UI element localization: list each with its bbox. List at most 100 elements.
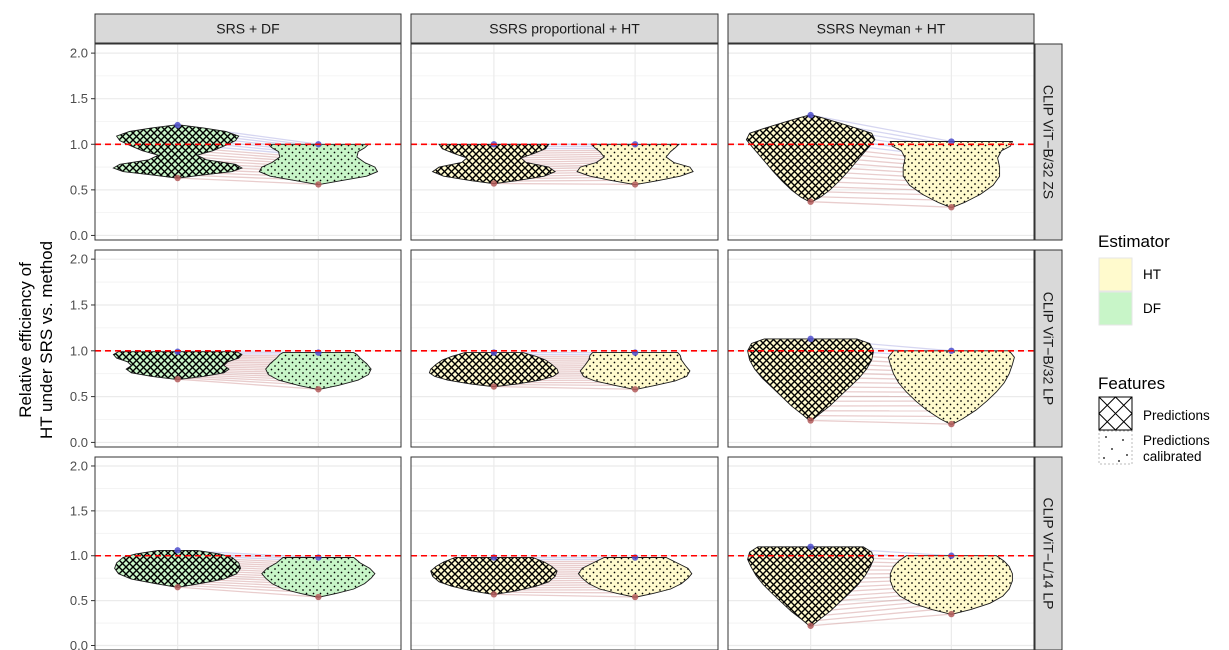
endpoint-point — [807, 335, 814, 343]
row-strip — [1034, 456, 1063, 650]
legend-dot — [1118, 460, 1120, 462]
y-tick-label: 1.5 — [70, 297, 88, 312]
violin-predictions-pattern — [747, 546, 875, 627]
endpoint-point — [631, 386, 639, 393]
endpoint-point — [174, 174, 181, 182]
legend-label-predictions-calibrated: Predictions calibrated — [1143, 433, 1210, 464]
endpoint-point — [948, 203, 955, 211]
endpoint-point — [490, 180, 498, 187]
pair-line — [493, 383, 636, 387]
endpoint-point — [807, 417, 814, 424]
endpoint-point — [315, 181, 322, 188]
endpoint-point — [174, 583, 181, 591]
panel-border — [727, 456, 1035, 650]
column-strip — [94, 13, 402, 44]
facet-panels: 0.0 0.5 1.0 1.5 2.0 0.0 0.5 1.0 1.5 2.0 0.0 0.5 1.0 1… — [70, 43, 1035, 650]
violins-r0-c2 — [728, 111, 1034, 211]
row-strip — [1034, 43, 1063, 241]
endpoint-point — [807, 543, 814, 550]
panel-border — [727, 43, 1035, 241]
pair-line — [493, 182, 636, 186]
panel-r1-c1 — [411, 250, 718, 447]
legend-dot — [1105, 436, 1107, 438]
pair-line — [810, 607, 952, 622]
violins-r1-c1 — [411, 349, 718, 393]
y-tick-label: 1.0 — [70, 137, 88, 152]
y-tick-label: 0.5 — [70, 389, 88, 404]
endpoint-point — [174, 121, 181, 129]
panel-border — [410, 456, 719, 650]
pair-line — [810, 195, 952, 202]
endpoint-point — [948, 138, 955, 145]
y-tick-label: 2.0 — [70, 458, 88, 473]
pair-line — [810, 419, 952, 425]
legend-label-line: Predictions — [1143, 433, 1210, 448]
legend-label-ht: HT — [1143, 267, 1161, 282]
panel-border — [94, 43, 402, 241]
violins-r1-c0 — [95, 348, 401, 393]
endpoint-point — [490, 383, 498, 390]
legend-dot — [1122, 439, 1124, 441]
legend-label-df: DF — [1143, 301, 1161, 316]
legend: EstimatorHTDFFeaturesPredictionsPredicti… — [1098, 232, 1210, 465]
column-strip-label: SRS + DF — [216, 21, 279, 37]
endpoint-point — [807, 111, 814, 119]
panel-background — [411, 250, 718, 447]
y-axis-title: Relative efficiency of HT under SRS vs. … — [16, 241, 56, 439]
y-tick-label: 0.5 — [70, 593, 88, 608]
y-axis-title-line-2: HT under SRS vs. method — [37, 241, 56, 439]
violin-predictions-calibrated-pattern — [265, 352, 372, 390]
legend-title-estimator: Estimator — [1098, 232, 1170, 251]
column-strip-label: SSRS Neyman + HT — [817, 21, 946, 37]
y-tick-label: 1.0 — [70, 548, 88, 563]
endpoint-point — [807, 622, 814, 629]
legend-label-line: calibrated — [1143, 449, 1202, 464]
violin-predictions-calibrated-pattern — [889, 555, 1013, 615]
legend-title-features: Features — [1098, 374, 1165, 393]
panel-background — [411, 44, 718, 240]
pair-line — [810, 414, 952, 418]
violin-predictions-pattern — [431, 143, 557, 184]
endpoint-point — [174, 547, 181, 554]
row-strip-label: CLIP ViT−B/32 ZS — [1041, 85, 1057, 199]
panel-border — [410, 43, 719, 241]
legend-dot — [1126, 454, 1128, 456]
endpoint-point — [948, 610, 955, 618]
legend-swatch-ht — [1098, 257, 1133, 292]
endpoint-point — [315, 386, 322, 393]
violin-predictions-pattern — [112, 124, 243, 179]
panel-border — [410, 249, 719, 448]
panel-background — [411, 457, 718, 650]
violins-r0-c0 — [95, 121, 401, 188]
column-strip — [727, 13, 1035, 44]
violin-predictions-pattern — [430, 557, 558, 595]
violins-r2-c1 — [411, 554, 718, 601]
violin-predictions-calibrated-pattern — [577, 557, 693, 598]
pair-line — [810, 114, 952, 143]
y-tick-label: 1.5 — [70, 91, 88, 106]
legend-crosshatch — [1098, 396, 1133, 431]
y-tick-label: 0.5 — [70, 182, 88, 197]
y-tick-label: 1.5 — [70, 503, 88, 518]
panel-r0-c1 — [411, 44, 718, 240]
panel-r2-c1 — [411, 457, 718, 650]
legend-dot — [1111, 448, 1113, 450]
legend-label-predictions: Predictions — [1143, 408, 1210, 423]
y-tick-label: 0.0 — [70, 638, 88, 650]
endpoint-point — [948, 420, 955, 428]
panel-border — [727, 249, 1035, 448]
endpoint-point — [631, 593, 639, 601]
violins-r1-c2 — [728, 335, 1034, 428]
violin-predictions-calibrated-pattern — [261, 557, 376, 598]
column-strip — [410, 13, 719, 44]
panel-r1-c0: 0.0 0.5 1.0 1.5 2.0 — [70, 250, 401, 450]
row-strip — [1034, 249, 1063, 448]
y-tick-label: 2.0 — [70, 252, 88, 267]
pair-line — [810, 613, 952, 627]
column-strip-label: SSRS proportional + HT — [489, 21, 640, 37]
endpoint-point — [174, 348, 181, 355]
violin-predictions-pattern — [114, 549, 242, 588]
legend-swatch-df — [1098, 291, 1133, 326]
row-strip-label: CLIP ViT−L/14 LP — [1041, 498, 1057, 610]
